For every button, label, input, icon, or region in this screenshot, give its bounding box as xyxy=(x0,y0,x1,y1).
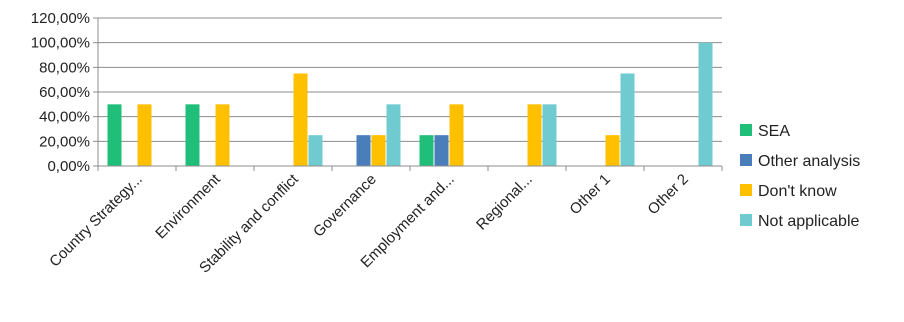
bar xyxy=(386,104,401,166)
y-tick-label: 120,00% xyxy=(31,10,90,27)
bar xyxy=(215,104,230,166)
bars xyxy=(107,42,713,166)
legend-swatch xyxy=(740,214,752,226)
axes xyxy=(93,17,723,171)
x-tick-label: Governance xyxy=(310,171,380,241)
x-tick-label: Other 2 xyxy=(644,171,691,218)
x-tick-labels: Country Strategy... EnvironmentStability … xyxy=(46,170,692,276)
legend-swatch xyxy=(740,154,752,166)
bar xyxy=(356,135,371,166)
x-tick-label: Country Strategy... xyxy=(46,171,146,271)
x-tick-label: Other 1 xyxy=(566,171,613,218)
bar xyxy=(371,135,386,166)
legend-swatch xyxy=(740,124,752,136)
bar xyxy=(137,104,152,166)
bar xyxy=(185,104,200,166)
legend-label: SEA xyxy=(758,123,790,140)
y-tick-labels: 0,00% 20,00% 40,00% 60,00% 80,00% 100,00% 120,… xyxy=(31,10,90,175)
bar xyxy=(107,104,122,166)
bar xyxy=(542,104,557,166)
bar xyxy=(419,135,434,166)
bar xyxy=(293,73,308,166)
bar xyxy=(698,42,713,166)
x-tick-label: Environment xyxy=(152,170,224,242)
bar xyxy=(449,104,464,166)
bar xyxy=(527,104,542,166)
legend-label: Not applicable xyxy=(758,213,860,230)
bar xyxy=(434,135,449,166)
x-tick-label: Regional... xyxy=(473,171,536,234)
bar xyxy=(620,73,635,166)
y-tick-label: 40,00% xyxy=(39,109,90,126)
y-tick-label: 100,00% xyxy=(31,35,90,52)
y-tick-label: 20,00% xyxy=(39,133,90,150)
legend-label: Don't know xyxy=(758,183,837,200)
y-tick-label: 80,00% xyxy=(39,59,90,76)
y-tick-label: 0,00% xyxy=(47,158,90,175)
legend: SEA Other analysis Don't know Not applicabl… xyxy=(740,123,860,230)
legend-label: Other analysis xyxy=(758,153,860,170)
legend-swatch xyxy=(740,184,752,196)
y-tick-label: 60,00% xyxy=(39,84,90,101)
bar xyxy=(605,135,620,166)
bar xyxy=(308,135,323,166)
